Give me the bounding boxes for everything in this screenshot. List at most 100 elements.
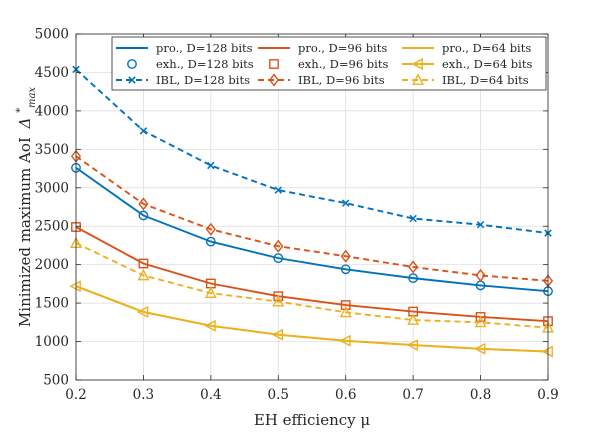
data-point <box>473 342 486 355</box>
data-point <box>205 236 216 247</box>
x-tick-label: 0.4 <box>200 387 221 403</box>
data-point <box>138 210 149 221</box>
y-tick-label: 1000 <box>35 334 69 350</box>
data-point <box>138 197 149 211</box>
axis-ticks: 0.2 0.3 0.4 0.5 0.6 0.7 0.8 0.9 500 1000 1500 2000 2… <box>35 27 559 404</box>
legend-marker <box>128 76 136 84</box>
y-tick-label: 3000 <box>35 180 69 196</box>
data-point <box>340 300 351 310</box>
series-1 <box>75 226 549 323</box>
y-axis-label-text: Minimized maximum AoI <box>16 137 34 327</box>
data-point <box>138 258 149 269</box>
data-point <box>272 294 285 307</box>
data-point <box>340 264 351 275</box>
legend-item: exh., D=96 bits <box>269 57 388 71</box>
legend-label: pro., D=96 bits <box>298 41 387 55</box>
series-line <box>75 155 549 282</box>
legend-item: IBL, D=96 bits <box>258 73 385 87</box>
legend-marker <box>412 73 424 85</box>
data-point <box>476 220 485 229</box>
data-point <box>475 312 486 322</box>
legend-label: exh., D=96 bits <box>298 57 388 71</box>
y-tick-label: 3500 <box>35 142 69 158</box>
data-point <box>204 286 217 299</box>
data-point <box>339 305 352 318</box>
data-point <box>271 328 284 341</box>
legend-label: pro., D=64 bits <box>442 41 531 55</box>
series-line <box>75 68 549 235</box>
y-tick-label: 1500 <box>35 296 69 312</box>
x-tick-label: 0.9 <box>537 387 558 403</box>
y-tick-label: 4500 <box>35 65 69 81</box>
data-point <box>139 127 148 135</box>
series-6 <box>72 65 552 237</box>
legend-item: pro., D=96 bits <box>258 41 387 55</box>
data-point <box>137 268 150 281</box>
data-point <box>204 319 216 332</box>
data-point <box>407 313 420 325</box>
series-line <box>75 285 549 353</box>
legend-label: IBL, D=96 bits <box>298 73 385 87</box>
x-tick-label: 0.5 <box>268 387 289 403</box>
data-point <box>273 253 284 264</box>
legend-item: exh., D=64 bits <box>402 57 532 71</box>
data-point <box>541 345 553 358</box>
data-point <box>338 334 351 347</box>
series-3 <box>71 162 553 297</box>
y-tick-label: 2000 <box>35 257 69 273</box>
data-point <box>408 260 419 274</box>
series-5 <box>69 280 553 358</box>
legend-label: exh., D=64 bits <box>442 57 532 71</box>
y-tick-label: 4000 <box>35 103 69 119</box>
legend-marker <box>269 59 279 69</box>
plot-frame <box>75 33 549 381</box>
legend-item: IBL, D=64 bits <box>402 73 529 87</box>
data-point <box>207 161 215 170</box>
x-tick-label: 0.3 <box>133 387 154 403</box>
legend-label: IBL, D=128 bits <box>156 73 250 87</box>
y-tick-label: 2500 <box>35 219 69 235</box>
data-point <box>408 273 419 284</box>
data-point <box>474 315 487 328</box>
legend-label: exh., D=128 bits <box>156 57 254 71</box>
series-0 <box>75 167 549 293</box>
legend-item: exh., D=128 bits <box>127 57 254 71</box>
data-point <box>273 239 284 253</box>
series-layer <box>69 65 554 358</box>
y-axis-label-superscript: * <box>15 108 26 113</box>
y-tick-label: 5000 <box>35 27 69 43</box>
legend-item: pro., D=64 bits <box>402 41 531 55</box>
legend-item: IBL, D=128 bits <box>116 73 250 87</box>
legend-label: pro., D=128 bits <box>156 41 253 55</box>
x-tick-label: 0.8 <box>470 387 491 403</box>
x-tick-label: 0.2 <box>65 387 86 403</box>
series-line <box>75 242 549 329</box>
legend-marker <box>411 58 423 70</box>
data-point <box>273 291 284 302</box>
series-line <box>75 167 549 293</box>
x-tick-label: 0.7 <box>402 387 423 403</box>
data-point <box>136 306 149 318</box>
legend-item: pro., D=128 bits <box>116 41 253 55</box>
y-axis-label-symbol: Δ <box>16 118 34 130</box>
data-point <box>274 186 283 194</box>
legend-marker <box>268 73 280 87</box>
legend-marker <box>127 59 137 69</box>
legend-box <box>111 36 547 91</box>
y-axis-label: Minimized maximum AoI Δ * max <box>9 87 38 328</box>
data-point <box>409 214 417 223</box>
y-tick-label: 500 <box>43 373 69 389</box>
data-point <box>341 199 350 207</box>
x-axis-label: EH efficiency μ <box>254 411 371 429</box>
x-tick-label: 0.6 <box>335 387 356 403</box>
data-point <box>205 222 216 236</box>
legend-label: IBL, D=64 bits <box>442 73 529 87</box>
series-line <box>75 226 549 323</box>
y-axis-label-subscript: max <box>27 87 38 108</box>
legend: pro., D=128 bits pro., D=96 bits pro., D=6… <box>111 36 547 91</box>
data-point <box>475 268 486 282</box>
data-point <box>69 280 81 293</box>
data-point <box>406 339 419 351</box>
data-point <box>340 249 351 263</box>
